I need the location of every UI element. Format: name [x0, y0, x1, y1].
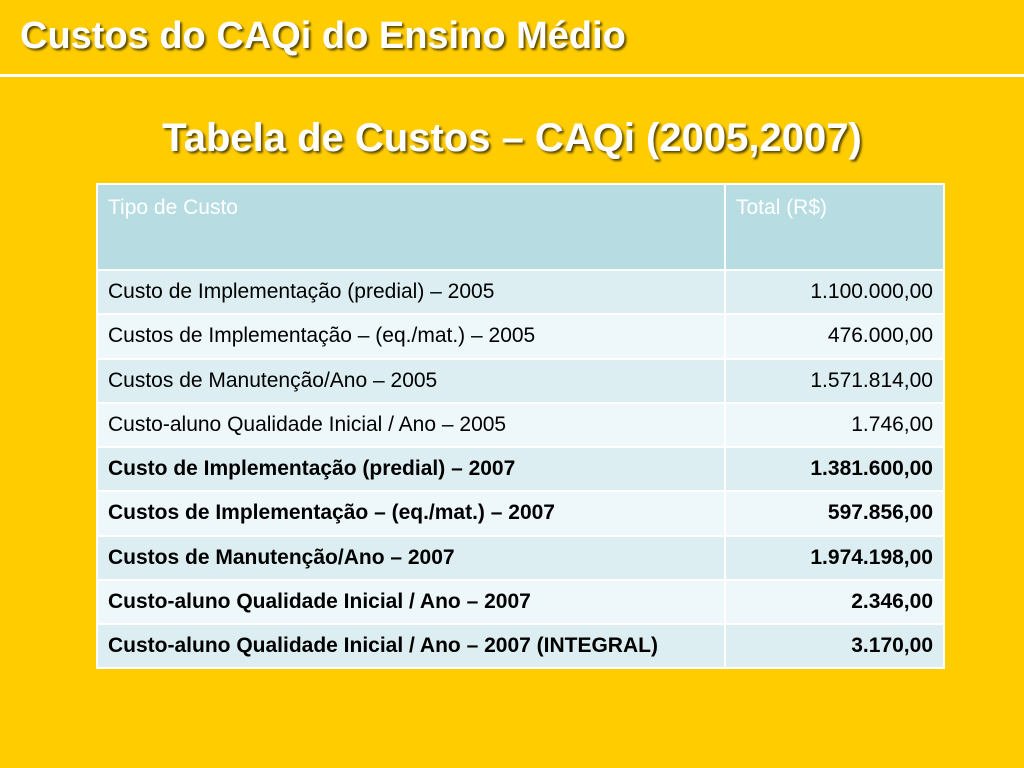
table-row: Custo de Implementação (predial) – 2007 …: [96, 445, 945, 493]
cost-total-cell: 1.746,00: [724, 401, 945, 449]
cost-total-cell: 1.974.198,00: [724, 534, 945, 581]
cost-type-cell: Custos de Manutenção/Ano – 2007: [96, 534, 726, 581]
cost-type-cell: Custo de Implementação (predial) – 2005: [96, 268, 726, 316]
cost-type-cell: Custo-aluno Qualidade Inicial / Ano – 20…: [96, 401, 726, 449]
header-total: Total (R$): [724, 183, 945, 271]
table-row: Custo-aluno Qualidade Inicial / Ano – 20…: [96, 578, 945, 626]
table-header-row: Tipo de Custo Total (R$): [96, 183, 945, 271]
cost-total-cell: 2.346,00: [724, 578, 945, 626]
cost-total-cell: 597.856,00: [724, 490, 945, 537]
table-row: Custo-aluno Qualidade Inicial / Ano – 20…: [96, 401, 945, 449]
cost-type-cell: Custo-aluno Qualidade Inicial / Ano – 20…: [96, 578, 726, 626]
cost-type-cell: Custos de Implementação – (eq./mat.) – 2…: [96, 490, 726, 537]
cost-total-cell: 1.100.000,00: [724, 268, 945, 316]
header-tipo-de-custo: Tipo de Custo: [96, 183, 726, 271]
table-row: Custo de Implementação (predial) – 2005 …: [96, 268, 945, 316]
cost-type-cell: Custo de Implementação (predial) – 2007: [96, 445, 726, 493]
cost-total-cell: 476.000,00: [724, 313, 945, 360]
slide-title: Custos do CAQi do Ensino Médio: [20, 15, 626, 57]
cost-total-cell: 1.381.600,00: [724, 445, 945, 493]
cost-type-cell: Custos de Implementação – (eq./mat.) – 2…: [96, 313, 726, 360]
table-row: Custos de Manutenção/Ano – 2007 1.974.19…: [96, 534, 945, 581]
table-title: Tabela de Custos – CAQi (2005,2007): [162, 116, 862, 160]
table-row: Custos de Implementação – (eq./mat.) – 2…: [96, 313, 945, 360]
table-row: Custos de Manutenção/Ano – 2005 1.571.81…: [96, 357, 945, 404]
table-row: Custo-aluno Qualidade Inicial / Ano – 20…: [96, 622, 945, 670]
cost-total-cell: 3.170,00: [724, 622, 945, 670]
cost-total-cell: 1.571.814,00: [724, 357, 945, 404]
cost-table: Tipo de Custo Total (R$) Custo de Implem…: [96, 183, 945, 670]
table-row: Custos de Implementação – (eq./mat.) – 2…: [96, 490, 945, 537]
cost-type-cell: Custo-aluno Qualidade Inicial / Ano – 20…: [96, 622, 726, 670]
cost-type-cell: Custos de Manutenção/Ano – 2005: [96, 357, 726, 404]
title-divider: [0, 74, 1024, 77]
